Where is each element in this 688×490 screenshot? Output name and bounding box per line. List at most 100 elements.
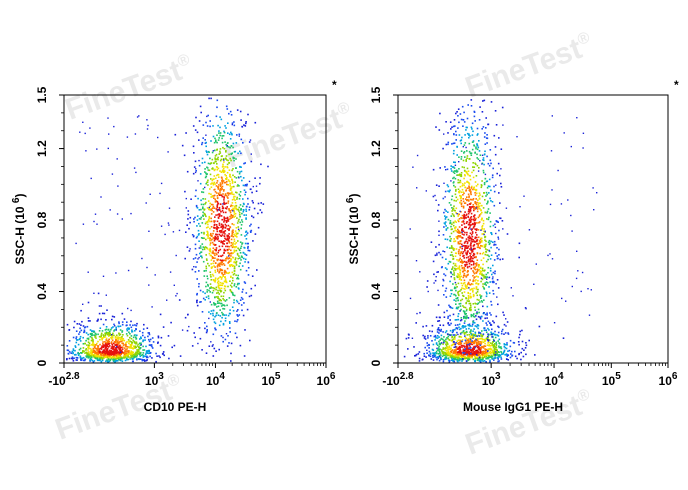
event-point [464, 285, 467, 287]
event-point [224, 300, 227, 302]
event-point [72, 352, 74, 355]
event-point [203, 208, 206, 211]
event-point [460, 196, 462, 199]
event-point [222, 135, 225, 137]
x-tick-base: -10 [48, 374, 66, 388]
event-point [121, 218, 123, 220]
event-point [215, 262, 217, 264]
event-point [463, 257, 465, 259]
event-point [450, 128, 452, 130]
event-point [230, 205, 232, 208]
event-point [490, 344, 493, 347]
event-point [239, 252, 242, 254]
event-point [481, 335, 483, 338]
event-point [239, 165, 241, 168]
event-point [477, 195, 480, 197]
event-point [99, 359, 101, 362]
event-point [235, 242, 238, 244]
event-point [240, 259, 242, 261]
event-point [470, 349, 472, 352]
event-point [159, 356, 161, 359]
event-point [224, 338, 227, 341]
event-point [471, 134, 474, 136]
event-point [221, 282, 223, 284]
event-point [476, 354, 478, 356]
event-point [232, 207, 234, 210]
event-point [407, 333, 410, 336]
event-point [478, 246, 481, 249]
event-point [97, 340, 99, 343]
event-point [222, 207, 224, 209]
event-point [463, 306, 465, 308]
event-point [525, 353, 527, 356]
event-point [476, 335, 478, 337]
event-point [504, 332, 507, 334]
event-point [440, 334, 443, 337]
event-point [74, 345, 77, 347]
event-point [222, 323, 225, 326]
event-point [456, 111, 458, 113]
event-point [232, 215, 234, 217]
event-point [483, 163, 485, 166]
event-point [459, 242, 462, 245]
event-point [159, 192, 161, 195]
event-point [214, 220, 216, 222]
event-point [221, 188, 223, 190]
event-point [129, 324, 131, 326]
event-point [243, 162, 245, 165]
event-point [107, 117, 109, 119]
event-point [455, 265, 458, 267]
event-point [451, 343, 454, 346]
event-point [497, 354, 500, 356]
event-point [468, 265, 471, 268]
event-point [487, 334, 490, 337]
event-point [503, 349, 506, 352]
event-point [86, 337, 89, 340]
event-point [122, 344, 125, 346]
event-point [469, 292, 472, 295]
event-point [93, 360, 96, 362]
event-point [480, 351, 482, 353]
event-point [485, 195, 487, 197]
event-point [473, 347, 476, 350]
event-point [159, 344, 162, 347]
event-point [85, 332, 88, 334]
event-point [200, 203, 203, 206]
event-point [225, 259, 227, 262]
event-point [227, 122, 229, 124]
event-point [463, 272, 466, 275]
event-point [78, 352, 80, 355]
event-point [518, 256, 520, 259]
event-point [498, 137, 500, 139]
event-point [461, 228, 464, 231]
event-point [196, 225, 198, 227]
event-point [229, 280, 231, 282]
x-tick-label: 103 [145, 371, 164, 388]
event-point [458, 236, 460, 238]
event-point [228, 264, 231, 266]
event-point [245, 184, 248, 187]
event-point [461, 214, 464, 217]
event-point [485, 281, 488, 283]
event-point [222, 273, 224, 276]
event-point [224, 269, 226, 272]
event-point [444, 353, 447, 356]
event-point [223, 159, 225, 161]
event-point [233, 238, 236, 241]
event-point [449, 295, 452, 297]
event-point [472, 346, 475, 349]
event-point [509, 356, 512, 359]
event-point [460, 282, 463, 285]
event-point [462, 352, 464, 354]
event-point [459, 277, 461, 279]
event-point [77, 352, 79, 355]
event-point [223, 308, 226, 310]
event-point [220, 284, 222, 286]
event-point [214, 281, 216, 283]
event-point [493, 185, 495, 188]
event-point [483, 153, 486, 155]
event-point [469, 135, 471, 137]
event-point [199, 252, 201, 255]
event-point [242, 142, 244, 144]
event-point [221, 272, 223, 275]
